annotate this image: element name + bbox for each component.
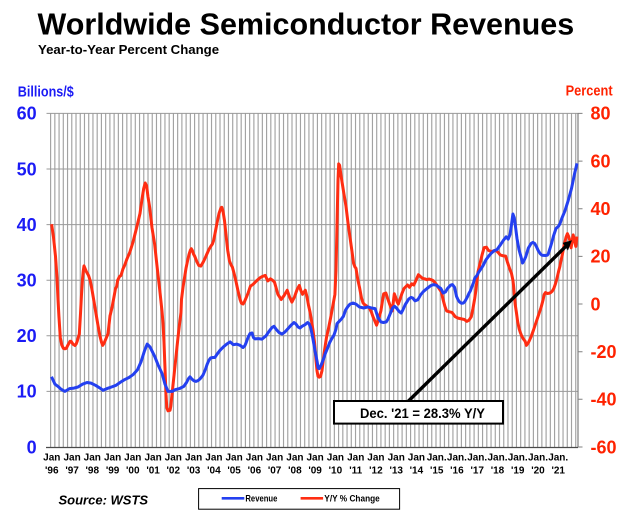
svg-text:10: 10: [17, 382, 37, 402]
svg-text:-20: -20: [591, 342, 617, 362]
svg-text:-60: -60: [591, 437, 617, 457]
svg-text:80: 80: [591, 104, 611, 124]
svg-text:20: 20: [591, 247, 611, 267]
svg-text:0: 0: [27, 437, 37, 457]
svg-text:Revenue: Revenue: [245, 494, 277, 504]
svg-text:60: 60: [17, 104, 37, 124]
svg-text:Billions/$: Billions/$: [18, 84, 74, 100]
svg-text:0: 0: [591, 294, 601, 314]
svg-text:Dec. '21 = 28.3% Y/Y: Dec. '21 = 28.3% Y/Y: [360, 405, 486, 421]
svg-text:Year-to-Year Percent Change: Year-to-Year Percent Change: [38, 42, 219, 57]
svg-text:Worldwide Semiconductor Revenu: Worldwide Semiconductor Revenues: [38, 8, 575, 42]
svg-text:40: 40: [17, 215, 37, 235]
svg-text:Source: WSTS: Source: WSTS: [59, 493, 149, 508]
svg-text:40: 40: [591, 199, 611, 219]
svg-text:Y/Y % Change: Y/Y % Change: [324, 494, 380, 504]
svg-text:Percent: Percent: [566, 84, 613, 100]
svg-text:20: 20: [17, 326, 37, 346]
svg-text:50: 50: [17, 159, 37, 179]
svg-text:-40: -40: [591, 390, 617, 410]
svg-text:30: 30: [17, 271, 37, 291]
svg-text:60: 60: [591, 151, 611, 171]
